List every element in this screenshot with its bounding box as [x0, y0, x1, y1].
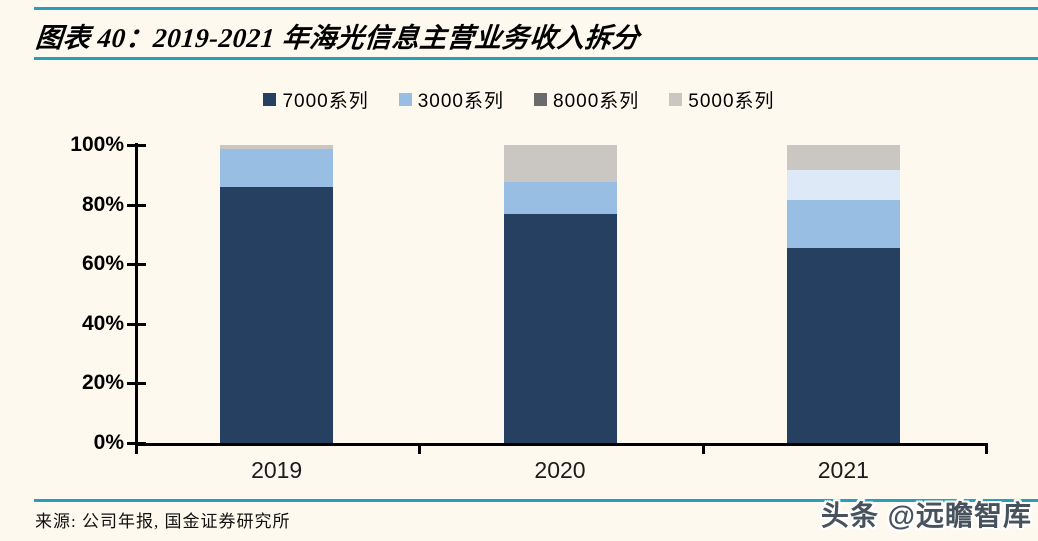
- legend-item-2: 8000系列: [534, 86, 639, 113]
- x-axis-line: [135, 443, 988, 446]
- legend-swatch-icon: [398, 93, 412, 106]
- top-rule: [34, 7, 1038, 10]
- bar-segment-7000系列: [220, 186, 334, 443]
- legend-item-0: 7000系列: [263, 86, 368, 113]
- footer-rule: [34, 499, 1038, 502]
- bar-segment-7000系列: [503, 213, 617, 443]
- page-title: 图表 40：2019-2021 年海光信息主营业务收入拆分: [34, 23, 641, 53]
- legend-label: 8000系列: [553, 91, 640, 112]
- legend-item-3: 5000系列: [669, 86, 774, 113]
- y-axis-tick-label: 20%: [81, 371, 124, 395]
- bar-segment-7000系列: [786, 248, 900, 443]
- x-axis-tick: [418, 446, 422, 454]
- bar-segment-5000系列: [786, 145, 900, 170]
- y-axis-tick-label: 100%: [70, 133, 124, 156]
- legend: 7000系列 3000系列 8000系列 5000系列: [0, 86, 1038, 113]
- legend-item-1: 3000系列: [398, 86, 504, 113]
- y-axis-tick: [127, 322, 146, 326]
- bar-segment-5000系列: [220, 145, 334, 150]
- stacked-bar-2021: [786, 145, 900, 443]
- y-axis-tick-label: 80%: [81, 192, 124, 216]
- y-axis-tick-label: 60%: [81, 252, 124, 276]
- x-axis-tick: [985, 446, 988, 454]
- bar-segment-3000系列: [786, 200, 900, 249]
- stacked-bar-2020: [503, 145, 617, 443]
- x-axis-category-label: 2019: [251, 457, 303, 483]
- x-axis-category-label: 2020: [534, 457, 586, 483]
- x-axis-category-label: 2021: [817, 457, 869, 483]
- bar-segment-5000系列: [503, 145, 617, 183]
- y-axis-tick-label: 0%: [93, 431, 124, 454]
- source-note: 来源: 公司年报, 国金证券研究所: [35, 512, 291, 531]
- stacked-bar-2019: [220, 145, 334, 443]
- bar-segment-3000系列: [220, 149, 334, 187]
- y-axis-tick: [127, 442, 146, 445]
- y-axis-tick: [127, 144, 146, 147]
- legend-label: 7000系列: [282, 91, 369, 112]
- title-underline-rule: [34, 57, 1038, 60]
- y-axis-tick-label: 40%: [81, 311, 124, 335]
- x-axis-tick: [135, 446, 138, 454]
- y-axis-tick: [127, 382, 146, 386]
- watermark: 头条 @远瞻智库: [820, 500, 1032, 531]
- bar-segment-3000系列: [503, 182, 617, 214]
- legend-swatch-icon: [669, 93, 683, 106]
- legend-label: 3000系列: [417, 91, 504, 112]
- y-axis-tick: [127, 203, 146, 207]
- legend-swatch-icon: [534, 93, 547, 106]
- y-axis-line: [135, 143, 138, 449]
- legend-swatch-icon: [263, 93, 277, 106]
- x-axis-tick: [701, 446, 705, 454]
- bar-segment-8000系列: [786, 169, 900, 201]
- y-axis-tick: [127, 263, 146, 267]
- legend-label: 5000系列: [688, 91, 775, 112]
